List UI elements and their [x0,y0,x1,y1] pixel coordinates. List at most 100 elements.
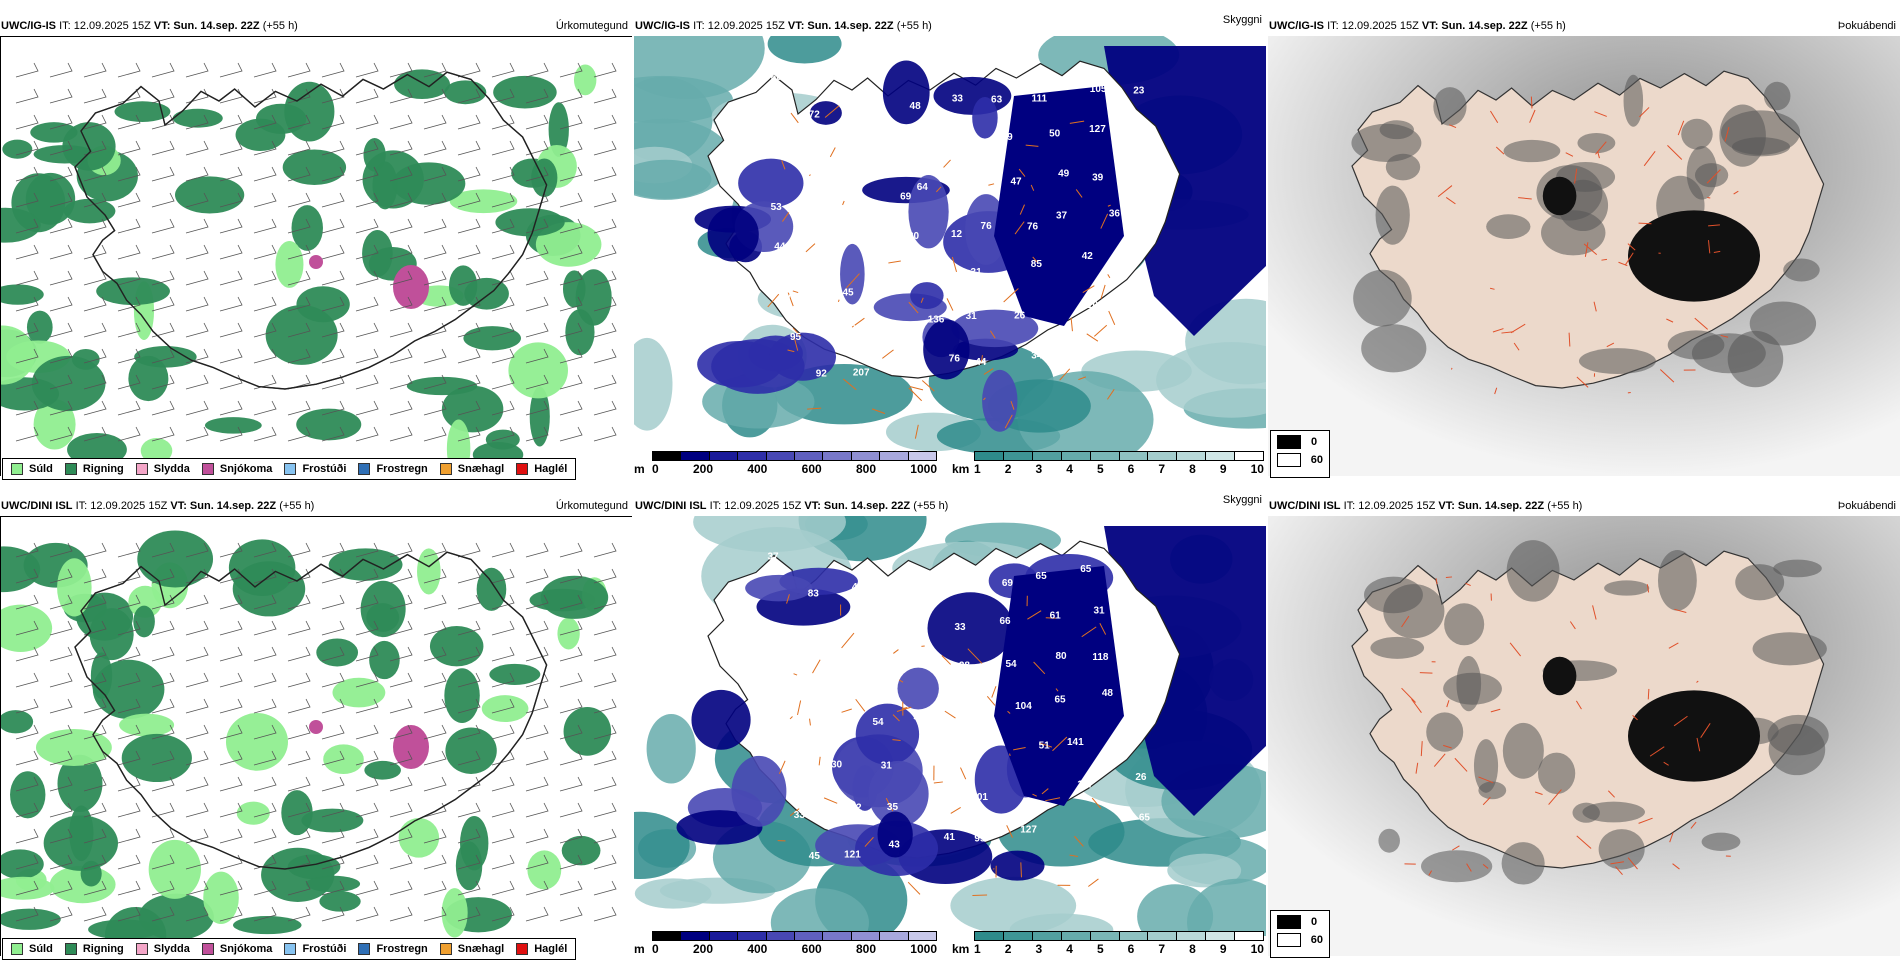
fog-area [1370,637,1424,659]
rain-area [306,876,360,892]
legend-swatch [11,463,23,475]
cloud-base-label: 44 [975,357,987,368]
cloud-base-label: 236 [1132,331,1149,342]
colorbar-tick-label: 10 [1251,462,1264,476]
colorbar-segment [1004,452,1033,460]
fog-area [1351,124,1421,162]
panel-header: UWC/IG-IS IT: 12.09.2025 15Z VT: Sun. 14… [635,20,932,32]
rain-area [430,626,483,666]
colorbar-segment [1033,452,1062,460]
legend-swatch [358,943,370,955]
legend-label: 0 [1311,436,1317,448]
rain-area [233,916,302,934]
cloud-base-label: 31 [971,267,983,278]
colorbar-tick-label: 0 [652,942,659,956]
colorbar-segment [738,452,766,460]
fog-area [1376,186,1410,245]
cloud-base-label: 292 [868,108,885,119]
colorbar-segment [653,932,681,940]
precip-map [0,36,632,476]
legend-label: Slydda [154,943,190,955]
cloud-base-label: 70 [879,319,891,330]
rain-area [565,309,594,355]
fog-map [1268,36,1900,476]
cloud-base-label: 86 [1118,291,1130,302]
fog-area [1478,781,1506,799]
precip-legend-item: Frostregn [358,463,427,475]
colorbar-tick-label: 3 [1035,942,1042,956]
colorbar-tick-label: 1000 [910,942,937,956]
precip-legend-item: Slydda [136,463,190,475]
cloud-base-area [991,851,1045,881]
legend-label: Slydda [154,463,190,475]
cloud-base-label: 65 [1139,813,1151,824]
cloud-base-area [878,811,913,857]
cloud-base-area [883,60,930,124]
cloud-base-label: 41 [788,728,800,739]
cloud-base-label: 105 [1090,84,1107,95]
cloud-base-label: 60 [1124,731,1136,742]
cloud-base-label: 28 [1079,350,1091,361]
cloud-base-label: 54 [1005,659,1017,670]
colorbar-segment [880,932,908,940]
precip-map-svg [1,517,632,957]
colorbar-tick-label: 4 [1066,462,1073,476]
panel-precip-type-igis: UWC/IG-IS IT: 12.09.2025 15Z VT: Sun. 14… [0,14,632,484]
drizzle-area [57,558,92,616]
drizzle-area [574,64,596,95]
colorbar-segment [1004,932,1033,940]
cloud-base-label: 88 [1150,645,1162,656]
panel-header: UWC/DINI ISL IT: 12.09.2025 15Z VT: Sun.… [635,500,948,512]
cloud-base-label: 36 [1109,209,1121,220]
drizzle-area [203,872,239,924]
fog-area [1577,133,1615,153]
precip-legend-item: Súld [11,943,53,955]
cloud-base-area [732,756,787,827]
legend-swatch [358,463,370,475]
colorbar-segment [1206,932,1235,940]
panel-field-title: Úrkomutegund [556,20,628,32]
cloud-base-label: 35 [887,802,899,813]
cloud-base-label: 28 [959,660,971,671]
fog-area [1353,270,1412,327]
cloud-base-label: 17 [891,364,903,375]
panel-header: UWC/DINI ISL IT: 12.09.2025 15Z VT: Sun.… [1269,500,1582,512]
colorbar-segment [767,452,795,460]
colorbar-tick-label: 0 [652,462,659,476]
rain-area [128,356,168,401]
precip-legend-item: Slydda [136,943,190,955]
fog-area [1421,850,1492,882]
cloud-base-area [745,575,812,602]
legend-label: Frostregn [376,943,427,955]
panel-header: UWC/DINI ISL IT: 12.09.2025 15Z VT: Sun.… [1,500,314,512]
precip-legend-item: Snjókoma [202,943,273,955]
legend-label: Frostúði [302,943,346,955]
cloud-base-label: 41 [852,582,864,593]
cloud-base-label: 65 [1080,564,1092,575]
colorbar-tick-label: 8 [1189,942,1196,956]
cloud-base-label: 72 [936,798,948,809]
legend-swatch [65,463,77,475]
legend-label: 60 [1311,934,1323,946]
cloud-base-label: 207 [853,368,870,379]
panel-fog-dini: UWC/DINI ISL IT: 12.09.2025 15Z VT: Sun.… [1268,494,1900,964]
fog-area [1378,829,1400,853]
rain-area [72,349,100,370]
cloud-base-label: 61 [1050,610,1062,621]
cloud-base-label: 154 [871,282,888,293]
fog-legend-item: 60 [1271,929,1329,947]
precip-legend-item: Súld [11,463,53,475]
rain-area [407,377,477,395]
colorbar-segment [1091,452,1120,460]
rain-area [122,734,192,782]
legend-label: Snjókoma [220,463,273,475]
colorbar-tick-label: 3 [1035,462,1042,476]
colorbar-segment [975,452,1004,460]
cloud-base-area [856,704,919,765]
cloud-base-label: 65 [1036,571,1048,582]
precip-map [0,516,632,956]
fog-area [1579,348,1656,374]
panel-header: UWC/IG-IS IT: 12.09.2025 15Z VT: Sun. 14… [1269,20,1566,32]
